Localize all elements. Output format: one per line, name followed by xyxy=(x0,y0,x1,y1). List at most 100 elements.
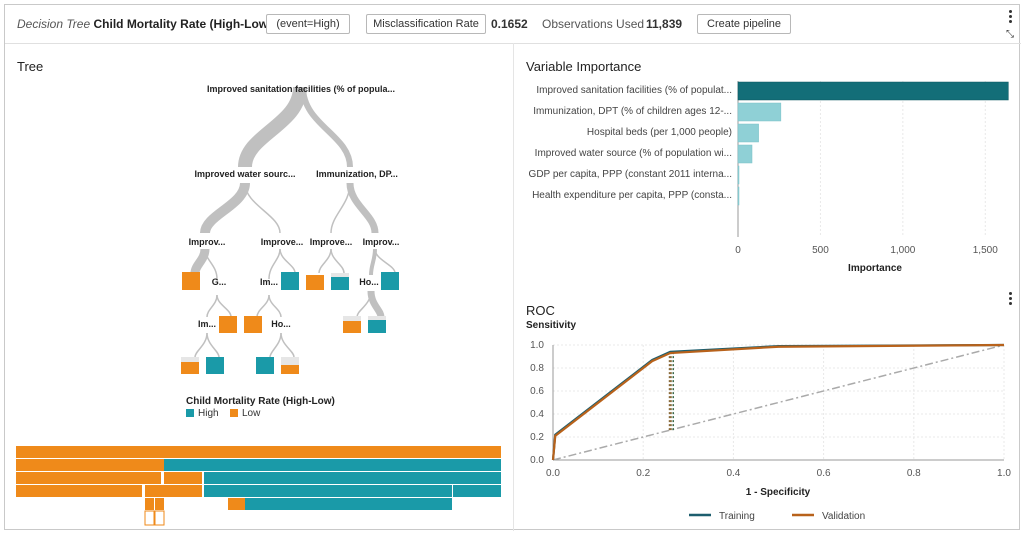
vi-label: Hospital beds (per 1,000 people) xyxy=(586,127,732,138)
overview-bar xyxy=(145,498,154,510)
metric-value: 0.1652 xyxy=(491,17,528,31)
overview-bar xyxy=(155,498,164,510)
leaf-node xyxy=(281,365,299,374)
vi-bar xyxy=(737,102,782,122)
vi-bar xyxy=(737,81,1009,101)
tree-title: Tree xyxy=(17,59,44,74)
vi-tick-label: 0 xyxy=(735,245,741,256)
tree-leaves xyxy=(181,272,399,374)
overview-bar xyxy=(228,498,245,510)
metric-select-button[interactable]: Misclassification Rate xyxy=(366,14,486,34)
roc-ylabel: Sensitivity xyxy=(526,320,577,331)
vi-label: Health expenditure per capita, PPP (cons… xyxy=(532,190,732,201)
more-options-icon[interactable] xyxy=(1002,8,1018,26)
leaf-node xyxy=(181,357,199,362)
overview-bar xyxy=(16,446,501,458)
leaf-node xyxy=(281,272,299,290)
vi-label: Immunization, DPT (% of children ages 12… xyxy=(533,106,732,117)
observations-value: 11,839 xyxy=(646,17,683,31)
leaf-node xyxy=(306,275,324,290)
vi-label: Improved sanitation facilities (% of pop… xyxy=(536,85,732,96)
model-title: Decision Tree Child Mortality Rate (High… xyxy=(17,17,272,31)
leaf-node xyxy=(256,357,274,374)
roc-xlabel: 1 - Specificity xyxy=(746,487,811,498)
tree-node-label: G... xyxy=(212,277,227,287)
legend-swatch-high xyxy=(186,409,194,418)
overview-bar xyxy=(228,485,452,497)
overview-bar xyxy=(245,498,452,510)
variable-importance-title: Variable Importance xyxy=(526,59,642,74)
roc-xtick-label: 0.0 xyxy=(546,468,560,479)
overview-bar xyxy=(204,472,501,484)
tree-node-label: Im... xyxy=(260,277,278,287)
vi-label: GDP per capita, PPP (constant 2011 inter… xyxy=(528,169,732,180)
overview-bar xyxy=(164,485,202,497)
maximize-icon[interactable]: ⤡ xyxy=(1006,29,1014,40)
roc-xtick-label: 0.6 xyxy=(817,468,831,479)
vi-bar xyxy=(737,186,740,206)
overview-bar xyxy=(16,485,142,497)
header-bar: Decision Tree Child Mortality Rate (High… xyxy=(5,5,1021,44)
legend-item-high: High xyxy=(186,408,219,419)
tree-node-label: Improve... xyxy=(310,237,353,247)
overview-bar xyxy=(16,472,161,484)
leaf-node xyxy=(381,272,399,290)
model-type-label: Decision Tree xyxy=(17,17,91,31)
roc-legend-label: Training xyxy=(719,511,755,522)
pane-splitter[interactable] xyxy=(513,43,514,531)
leaf-node xyxy=(368,316,386,320)
model-results-panel: Decision Tree Child Mortality Rate (High… xyxy=(4,4,1021,531)
tree-node-label: Immunization, DP... xyxy=(316,169,398,179)
vi-labels: Improved sanitation facilities (% of pop… xyxy=(510,77,732,207)
leaf-node xyxy=(331,273,349,277)
tree-node-label: Improv... xyxy=(363,237,400,247)
leaf-node xyxy=(368,320,386,333)
create-pipeline-button[interactable]: Create pipeline xyxy=(697,14,791,34)
tree-node-label: Improve... xyxy=(261,237,304,247)
tree-overview[interactable] xyxy=(16,446,506,526)
tree-root-label: Improved sanitation facilities (% of pop… xyxy=(207,84,395,94)
roc-xtick-label: 0.4 xyxy=(726,468,740,479)
variable-importance-chart[interactable]: 0 500 1,000 1,500 Importance xyxy=(732,75,1017,285)
overview-bar xyxy=(154,510,165,526)
roc-ytick-label: 0.4 xyxy=(530,409,544,420)
leaf-node xyxy=(343,321,361,333)
roc-ytick-label: 0.0 xyxy=(530,455,544,466)
tree-node-label: Ho... xyxy=(271,319,291,329)
overview-bar xyxy=(144,510,155,526)
vi-tick-label: 500 xyxy=(812,245,829,256)
observations-label: Observations Used xyxy=(542,17,645,31)
vi-tick-label: 1,000 xyxy=(890,245,915,256)
event-button[interactable]: (event=High) xyxy=(266,14,350,34)
vi-label: Improved water source (% of population w… xyxy=(534,148,732,159)
leaf-node xyxy=(182,272,200,290)
tree-diagram[interactable]: Improved sanitation facilities (% of pop… xyxy=(5,65,510,475)
leaf-node xyxy=(244,316,262,333)
leaf-node xyxy=(281,357,299,365)
tree-node-label: Ho... xyxy=(359,277,379,287)
vi-bar xyxy=(737,165,740,185)
tree-node-label: Improved water sourc... xyxy=(194,169,295,179)
roc-xtick-label: 0.2 xyxy=(636,468,650,479)
overview-bar xyxy=(204,485,228,497)
roc-ytick-label: 0.2 xyxy=(530,432,544,443)
tree-node-label: Improv... xyxy=(189,237,226,247)
vi-xlabel: Importance xyxy=(848,263,902,274)
roc-xtick-label: 1.0 xyxy=(997,468,1011,479)
tree-legend-title: Child Mortality Rate (High-Low) xyxy=(186,396,335,407)
roc-title: ROC xyxy=(526,303,555,318)
leaf-node xyxy=(219,316,237,333)
roc-xtick-label: 0.8 xyxy=(907,468,921,479)
roc-ytick-label: 0.6 xyxy=(530,386,544,397)
roc-more-options-icon[interactable] xyxy=(1002,290,1018,308)
vi-bar xyxy=(737,144,753,164)
roc-reference-line xyxy=(552,344,1005,461)
roc-series-line xyxy=(551,343,1005,461)
roc-chart[interactable]: 0.00.0 0.2 0.2 0.4 0.4 0.6 0.6 0.8 0.8 1.0 1.0 1 - … xyxy=(515,330,1017,528)
roc-legend-label: Validation xyxy=(822,511,865,522)
legend-swatch-low xyxy=(230,409,238,418)
tree-node-label: Im... xyxy=(198,319,216,329)
leaf-node xyxy=(331,277,349,290)
model-name-label: Child Mortality Rate (High-Low) xyxy=(93,17,273,31)
overview-bar xyxy=(164,459,501,471)
